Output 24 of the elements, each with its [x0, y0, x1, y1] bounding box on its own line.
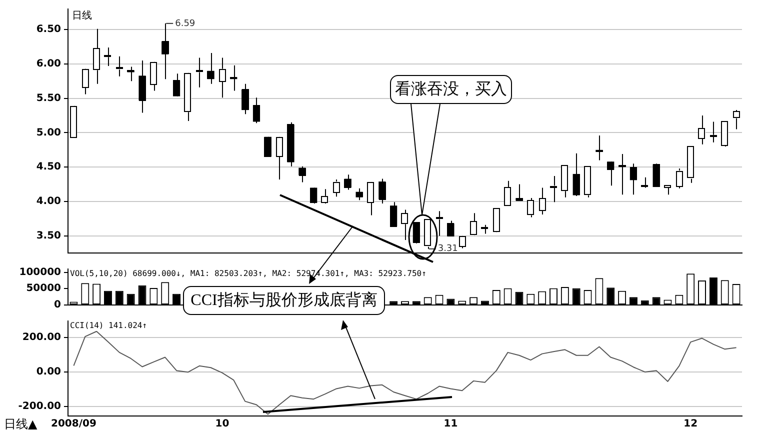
y-tick-label: 4.50: [36, 162, 62, 173]
chart-title: 日线: [72, 10, 92, 22]
y-tick-label: 3.50: [36, 230, 62, 242]
x-tick-label: 10: [215, 418, 230, 430]
annotation: 3.31: [438, 244, 458, 254]
y-tick-label: 200.00: [22, 332, 62, 344]
y-tick-label: 6.00: [36, 58, 62, 70]
y-tick-label: -200.00: [18, 401, 62, 412]
text: 日线▲: [4, 416, 38, 433]
y-tick-label: 5.00: [36, 127, 62, 138]
y-tick-label: 0.00: [36, 366, 62, 378]
y-tick-label: 50000: [26, 283, 62, 294]
annotation: CCI指标与股价形成底背离: [190, 291, 378, 310]
annotation: CCI(14) 141.024↑: [70, 321, 148, 330]
y-tick-label: 0: [54, 300, 62, 311]
y-tick-label: 5.50: [36, 92, 62, 104]
x-tick-label: 11: [444, 418, 458, 430]
annotation: 看涨吞没，买入: [394, 80, 508, 99]
y-tick-label: 6.50: [36, 24, 62, 36]
x-tick-label: 2008/09: [51, 418, 96, 430]
x-tick-label: 12: [684, 418, 698, 430]
y-tick-label: 4.00: [36, 196, 62, 208]
y-tick-label: 100000: [19, 266, 62, 278]
annotation: 6.59: [175, 18, 196, 29]
